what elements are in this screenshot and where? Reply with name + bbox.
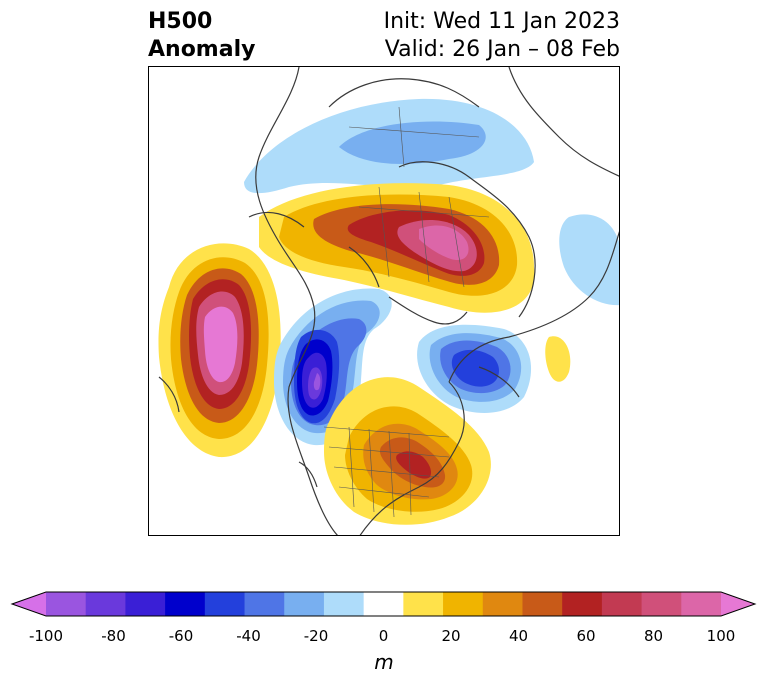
colorbar-max-extend <box>721 592 755 616</box>
colorbar-tick-label: 40 <box>508 627 529 645</box>
map-date-info: Init: Wed 11 Jan 2023 Valid: 26 Jan – 08… <box>384 8 620 64</box>
positive-anomaly-small-east <box>545 336 571 382</box>
colorbar-tick-label: -20 <box>303 627 329 645</box>
colorbar <box>10 591 757 617</box>
colorbar-cell <box>562 592 603 616</box>
colorbar-tick-label: -100 <box>28 627 64 645</box>
colorbar-cell <box>323 592 365 616</box>
colorbar-cell <box>482 592 523 616</box>
negative-anomaly-arctic <box>244 98 534 194</box>
colorbar-tick-label: 80 <box>643 627 664 645</box>
colorbar-tick-label: -40 <box>236 627 261 645</box>
colorbar-cell <box>204 592 246 616</box>
title-field: Anomaly <box>148 37 256 62</box>
colorbar-cell <box>681 592 722 616</box>
colorbar-cell <box>85 592 126 616</box>
title-variable: H500 <box>148 9 213 34</box>
negative-anomaly-west-na <box>274 288 392 446</box>
colorbar-cell <box>363 592 404 616</box>
positive-anomaly-pacific <box>158 243 281 458</box>
colorbar-cell <box>641 592 682 616</box>
positive-anomaly-east-na <box>324 377 491 525</box>
colorbar-tick-label: 100 <box>706 627 736 645</box>
colorbar-tick-label: -80 <box>101 627 126 645</box>
colorbar-cell <box>165 592 206 616</box>
anomaly-map <box>148 66 620 536</box>
colorbar-cell <box>443 592 484 616</box>
colorbar-tick-label: 0 <box>378 627 389 645</box>
colorbar-tick-label: -60 <box>168 627 194 645</box>
init-date: Init: Wed 11 Jan 2023 <box>383 9 620 34</box>
colorbar-cell <box>244 592 285 616</box>
colorbar-cell <box>403 592 444 616</box>
colorbar-cell <box>601 592 643 616</box>
colorbar-tick-label: 60 <box>576 627 596 645</box>
colorbar-unit: m <box>374 650 394 674</box>
colorbar-cell <box>284 592 325 616</box>
map-title: H500 Anomaly <box>148 8 255 64</box>
colorbar-min-extend <box>12 592 46 616</box>
positive-anomaly-north <box>259 183 535 313</box>
colorbar-cell <box>125 592 166 616</box>
negative-anomaly-arctic-center <box>417 324 532 413</box>
coastlines <box>158 67 619 535</box>
valid-range: Valid: 26 Jan – 08 Feb <box>384 37 620 62</box>
political-borders <box>323 106 490 518</box>
negative-anomaly-east <box>559 214 619 306</box>
colorbar-tick-label: 20 <box>441 627 461 645</box>
colorbar-cell <box>46 592 87 616</box>
anomaly-field <box>158 67 619 535</box>
colorbar-cell <box>522 592 563 616</box>
